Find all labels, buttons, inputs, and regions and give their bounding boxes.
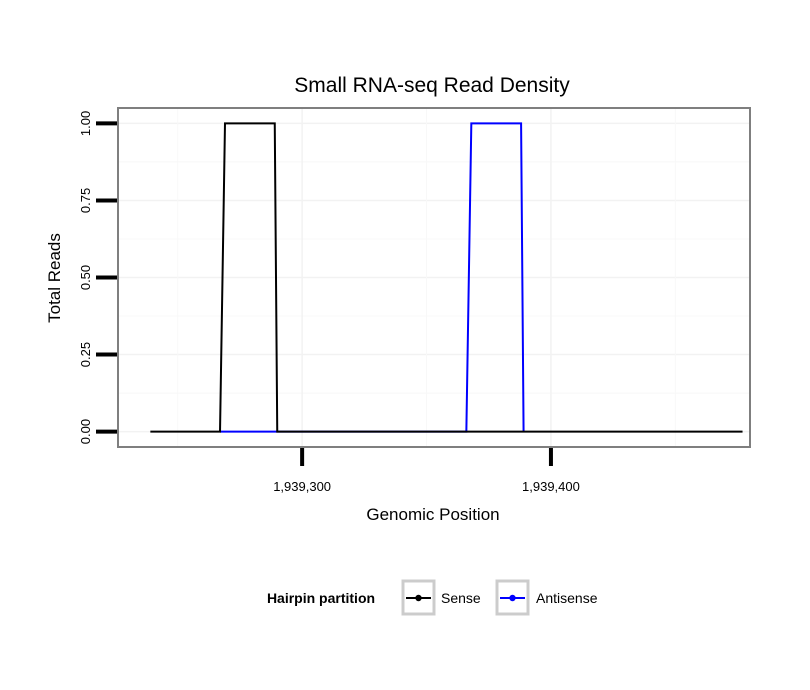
x-tick-label: 1,939,400 <box>522 479 580 494</box>
legend-point-sense <box>415 594 422 602</box>
y-tick-label: 0.50 <box>78 265 93 290</box>
x-axis: 1,939,300 1,939,400 <box>273 448 580 494</box>
x-axis-label: Genomic Position <box>366 505 499 524</box>
legend-item-antisense: Antisense <box>495 579 598 616</box>
y-tick-label: 0.25 <box>78 342 93 367</box>
series-line-antisense <box>220 122 525 433</box>
y-tick-label: 0.75 <box>78 188 93 213</box>
y-tick-label: 1.00 <box>78 111 93 136</box>
legend-point-antisense <box>509 594 516 602</box>
y-axis: 0.00 0.25 0.50 0.75 1.00 <box>78 111 117 444</box>
legend-label-sense: Sense <box>441 590 481 606</box>
legend-title: Hairpin partition <box>267 590 375 606</box>
series-line-sense <box>150 122 743 433</box>
series-layer <box>150 122 743 433</box>
y-tick-label: 0.00 <box>78 419 93 444</box>
chart-title: Small RNA-seq Read Density <box>294 74 570 97</box>
grid <box>118 108 750 447</box>
plot-panel <box>117 107 751 448</box>
y-axis-label: Total Reads <box>45 233 64 323</box>
x-tick-label: 1,939,300 <box>273 479 331 494</box>
legend: Hairpin partition Sense Antisense <box>267 579 598 616</box>
legend-item-sense: Sense <box>401 579 481 616</box>
legend-label-antisense: Antisense <box>536 590 598 606</box>
